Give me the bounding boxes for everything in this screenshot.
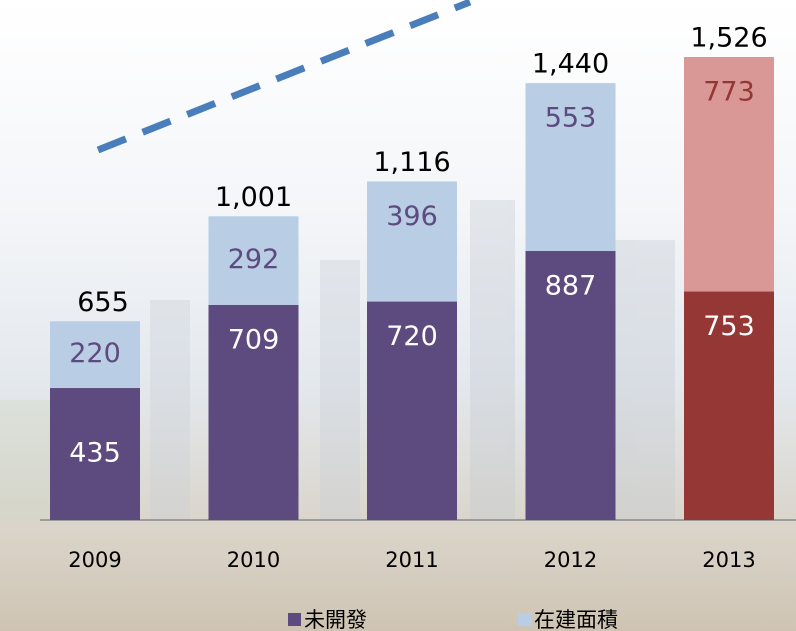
bar-segment bbox=[208, 304, 299, 520]
total-label: 655 bbox=[77, 287, 129, 318]
legend-label: 未開發 bbox=[304, 608, 367, 631]
bar-segment bbox=[684, 291, 774, 520]
x-tick-label: 2010 bbox=[227, 548, 280, 572]
total-label: 1,001 bbox=[215, 182, 292, 213]
value-label: 435 bbox=[69, 438, 121, 469]
value-label: 292 bbox=[228, 244, 280, 275]
value-label: 773 bbox=[703, 77, 755, 108]
value-label: 220 bbox=[69, 338, 121, 369]
x-tick-label: 2011 bbox=[385, 548, 438, 572]
value-label: 709 bbox=[228, 324, 280, 355]
bar-segment bbox=[208, 216, 299, 305]
bar-segment bbox=[50, 388, 140, 520]
legend-label: 在建面積 bbox=[534, 608, 618, 631]
bar-segment bbox=[367, 301, 457, 520]
value-label: 553 bbox=[545, 103, 597, 134]
x-tick-label: 2012 bbox=[544, 548, 597, 572]
value-label: 396 bbox=[386, 201, 438, 232]
value-label: 753 bbox=[703, 311, 755, 342]
decoration bbox=[0, 200, 675, 520]
trend-arrow bbox=[96, 0, 472, 154]
bar-segment bbox=[367, 181, 457, 302]
legend-swatch bbox=[288, 613, 301, 626]
x-tick-label: 2009 bbox=[68, 548, 121, 572]
value-label: 887 bbox=[545, 270, 597, 301]
value-label: 720 bbox=[386, 321, 438, 352]
total-label: 1,526 bbox=[690, 23, 767, 54]
bar-segment bbox=[684, 57, 774, 292]
bar-segment bbox=[525, 250, 616, 521]
bar-segment bbox=[50, 321, 140, 389]
total-label: 1,116 bbox=[373, 147, 450, 178]
total-label: 1,440 bbox=[532, 49, 609, 80]
x-tick-label: 2013 bbox=[702, 548, 755, 572]
bar-segment bbox=[525, 83, 616, 251]
legend-swatch bbox=[518, 613, 531, 626]
